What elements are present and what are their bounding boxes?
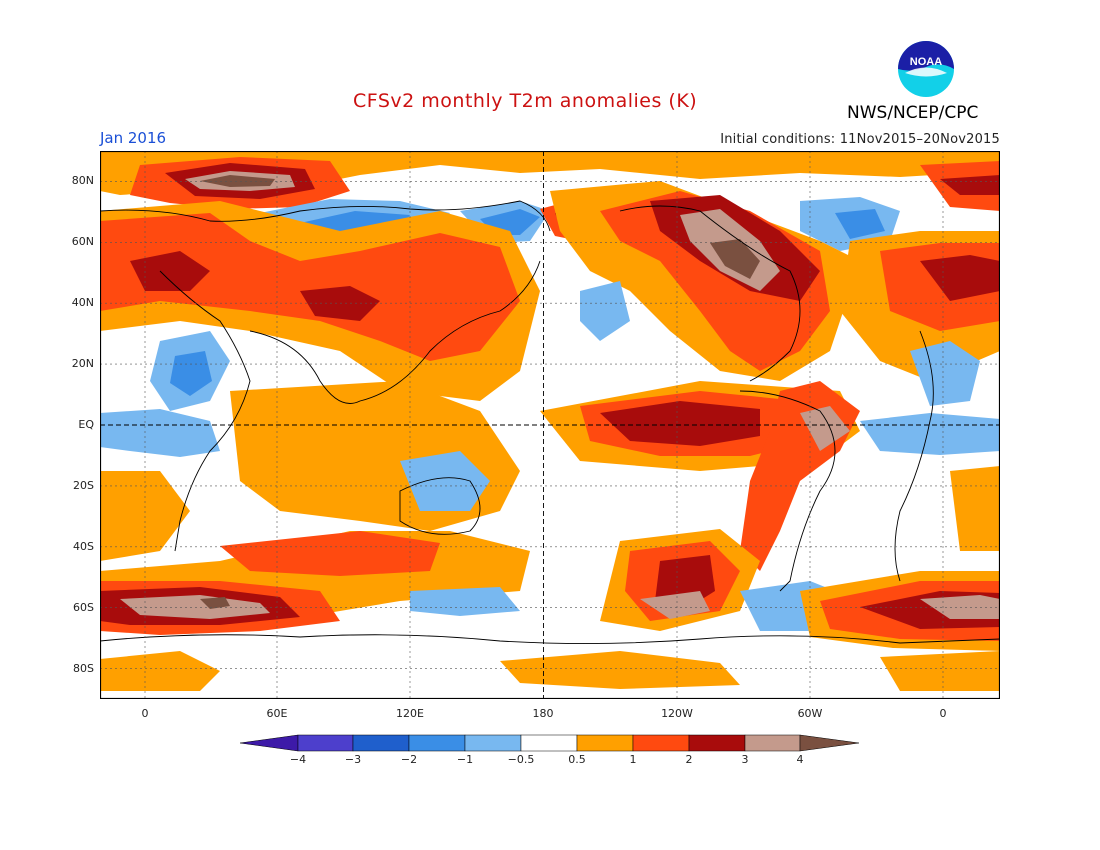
coastline	[399, 477, 481, 535]
warm-patch	[130, 251, 210, 291]
warm-patch	[220, 531, 440, 576]
colorbar-label: 1	[629, 753, 637, 766]
colorbar-segment	[297, 734, 354, 752]
coastline	[249, 260, 541, 404]
warm-patch	[920, 255, 1000, 301]
colorbar-segment	[408, 734, 466, 752]
warm-patch	[100, 651, 220, 691]
map-title: CFSv2 monthly T2m anomalies (K)	[353, 90, 698, 112]
cold-patch	[170, 351, 212, 396]
warm-patch	[600, 401, 760, 446]
colorbar-label: −2	[400, 753, 418, 766]
colorbar-segment	[688, 734, 746, 752]
colorbar-segment	[576, 734, 634, 752]
coastlines	[100, 200, 1000, 645]
colorbar-cap-low	[240, 734, 299, 752]
warm-patch	[200, 597, 230, 609]
warm-patch	[800, 406, 850, 451]
warm-patch	[920, 595, 1000, 619]
forecast-month: Jan 2016	[100, 129, 167, 147]
warm-patch	[640, 591, 710, 619]
lat-label: 20S	[73, 479, 94, 492]
coastline	[894, 330, 934, 582]
temperature-anomaly-map	[100, 151, 1000, 699]
coastline	[159, 270, 251, 552]
logo-text: NOAA	[910, 56, 942, 68]
lon-label: 0	[939, 707, 947, 720]
colorbar-cap-high	[799, 734, 860, 752]
lon-label: 180	[532, 707, 554, 720]
cold-patch	[860, 413, 1000, 455]
cold-patch	[410, 587, 520, 616]
map-frame	[100, 151, 1000, 699]
warm-patch	[500, 651, 740, 689]
anomaly-field-south	[100, 529, 1000, 699]
anomaly-field-americas	[550, 181, 860, 381]
colorbar-segment	[632, 734, 690, 752]
warm-patch	[200, 175, 275, 187]
lat-label: 60N	[71, 235, 94, 248]
cold-patch	[100, 409, 220, 457]
lat-label: EQ	[78, 418, 94, 431]
lon-label: 0	[141, 707, 149, 720]
colorbar	[240, 734, 860, 752]
colorbar-segment	[352, 734, 410, 752]
cold-patch	[910, 341, 980, 406]
lat-label: 80N	[71, 174, 94, 187]
colorbar-label: 4	[796, 753, 804, 766]
cold-patch	[580, 281, 630, 341]
lat-label: 20N	[71, 357, 94, 370]
coastline	[100, 634, 1000, 645]
warm-patch	[950, 466, 1000, 551]
lon-label: 120W	[661, 707, 693, 720]
agency-label: NWS/NCEP/CPC	[847, 103, 979, 123]
lon-label: 60E	[266, 707, 288, 720]
colorbar-label: −1	[456, 753, 474, 766]
warm-patch	[940, 175, 1000, 195]
noaa-logo: NOAA	[898, 41, 954, 97]
lat-label: 80S	[73, 662, 94, 675]
warm-patch	[880, 651, 1000, 691]
graticule	[100, 151, 1000, 699]
lon-label: 60W	[797, 707, 823, 720]
warm-patch	[120, 595, 270, 619]
reference-lines	[100, 151, 1000, 699]
coastline	[619, 205, 801, 382]
coastline	[100, 200, 551, 232]
colorbar-label: 0.5	[568, 753, 586, 766]
cold-patch	[400, 451, 490, 511]
colorbar-label: 3	[741, 753, 749, 766]
lat-label: 40N	[71, 296, 94, 309]
cold-patch	[835, 209, 885, 239]
warm-patch	[710, 239, 760, 279]
initial-conditions: Initial conditions: 11Nov2015–20Nov2015	[720, 132, 1000, 147]
colorbar-label: −3	[344, 753, 362, 766]
lon-label: 120E	[396, 707, 424, 720]
lat-label: 40S	[73, 540, 94, 553]
warm-patch	[100, 213, 520, 361]
colorbar-segment	[520, 734, 578, 752]
colorbar-label: 2	[685, 753, 693, 766]
coastline	[739, 390, 836, 592]
colorbar-segment	[464, 734, 522, 752]
colorbar-label: −0.5	[507, 753, 535, 766]
colorbar-label: −4	[289, 753, 307, 766]
colorbar-segment	[744, 734, 801, 752]
lat-label: 60S	[73, 601, 94, 614]
